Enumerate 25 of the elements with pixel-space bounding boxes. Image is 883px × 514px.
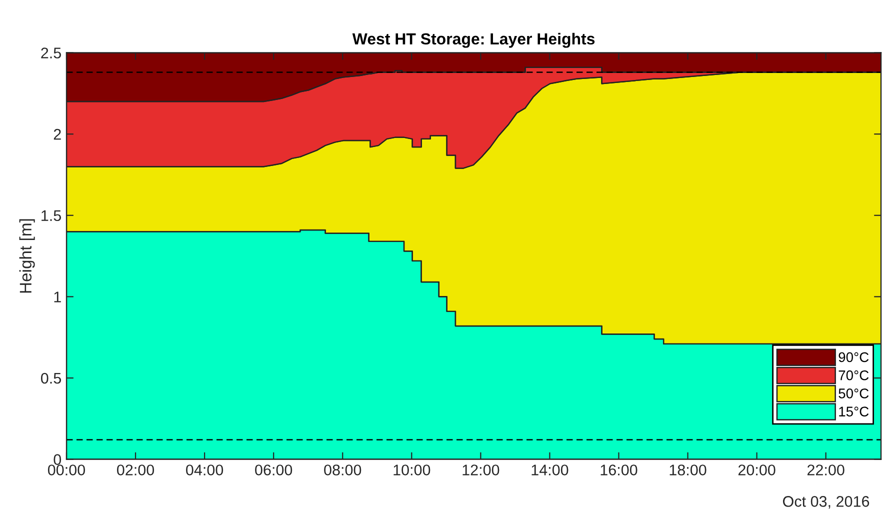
x-tick-label: 08:00 [324, 464, 362, 476]
y-tick-label: 2 [54, 128, 61, 140]
chart-title: West HT Storage: Layer Heights [352, 32, 595, 48]
x-tick-label: 20:00 [738, 464, 776, 476]
x-tick-label: 14:00 [532, 464, 568, 476]
legend-label: 90°C [838, 352, 869, 362]
text: Oct 03, 2016 [783, 496, 870, 509]
x-tick-label: 16:00 [600, 464, 638, 476]
x-tick-label: 02:00 [117, 464, 154, 476]
legend-label: 50°C [838, 388, 869, 398]
legend-label: 15°C [839, 406, 869, 416]
x-tick-label: 12:00 [462, 464, 500, 476]
legend-label: 70°C [838, 370, 869, 380]
y-tick-label: 1 [54, 292, 61, 302]
x-tick-label: 04:00 [186, 464, 224, 476]
x-tick-label: 10:00 [394, 464, 430, 476]
y-tick-label: 2.5 [41, 48, 61, 58]
x-tick-label: 00:00 [48, 464, 86, 476]
x-tick-label: 18:00 [670, 464, 706, 476]
x-tick-label: 06:00 [255, 464, 292, 476]
y-axis-title: Height [m] [19, 219, 35, 293]
y-tick-label: 0.5 [40, 372, 61, 384]
y-tick-label: 0 [54, 454, 62, 465]
x-tick-label: 22:00 [807, 464, 844, 476]
y-tick-label: 1.5 [42, 210, 61, 222]
